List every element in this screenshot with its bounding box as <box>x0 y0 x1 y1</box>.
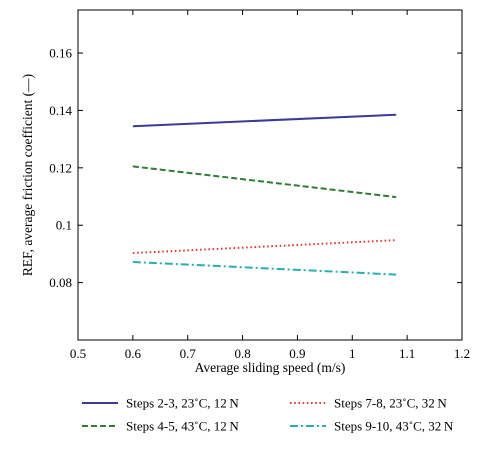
series-line-3 <box>132 239 397 255</box>
series-line-1 <box>132 113 397 128</box>
series-line-4 <box>132 260 397 276</box>
x-tick-label: 1.1 <box>399 346 415 361</box>
y-tick-label: 0.14 <box>49 103 72 118</box>
plot-area <box>132 113 397 276</box>
y-axis-label: REF, average friction coefficient (—) <box>20 74 35 276</box>
axes: 0.5 0.6 0.7 0.8 0.9 1 1.1 1.2 0.08 0.1 0.12 0.14 0.1… <box>49 9 470 361</box>
x-tick-label: 0.9 <box>289 346 305 361</box>
y-tick-label: 0.1 <box>56 218 72 233</box>
x-axis-label: Average sliding speed (m/s) <box>195 360 346 375</box>
legend-label-2: Steps 4-5, 43˚C, 12 N <box>126 419 239 434</box>
series-line-2 <box>132 165 397 199</box>
legend-label-3: Steps 7-8, 23˚C, 32 N <box>334 396 447 411</box>
legend: Steps 2-3, 23˚C, 12 N Steps 4-5, 43˚C, 12… <box>82 396 454 434</box>
x-tick-label: 1 <box>349 346 356 361</box>
y-tick-label: 0.16 <box>49 46 72 61</box>
legend-label-1: Steps 2-3, 23˚C, 12 N <box>126 396 239 411</box>
y-tick-label: 0.12 <box>49 160 72 175</box>
x-tick-label: 0.6 <box>125 346 142 361</box>
plot-frame <box>77 9 463 341</box>
y-tick-label: 0.08 <box>49 275 72 290</box>
x-tick-label: 1.2 <box>454 346 470 361</box>
legend-label-4: Steps 9-10, 43˚C, 32 N <box>334 419 454 434</box>
x-tick-label: 0.8 <box>234 346 250 361</box>
x-tick-label: 0.7 <box>180 346 197 361</box>
x-tick-label: 0.5 <box>70 346 86 361</box>
